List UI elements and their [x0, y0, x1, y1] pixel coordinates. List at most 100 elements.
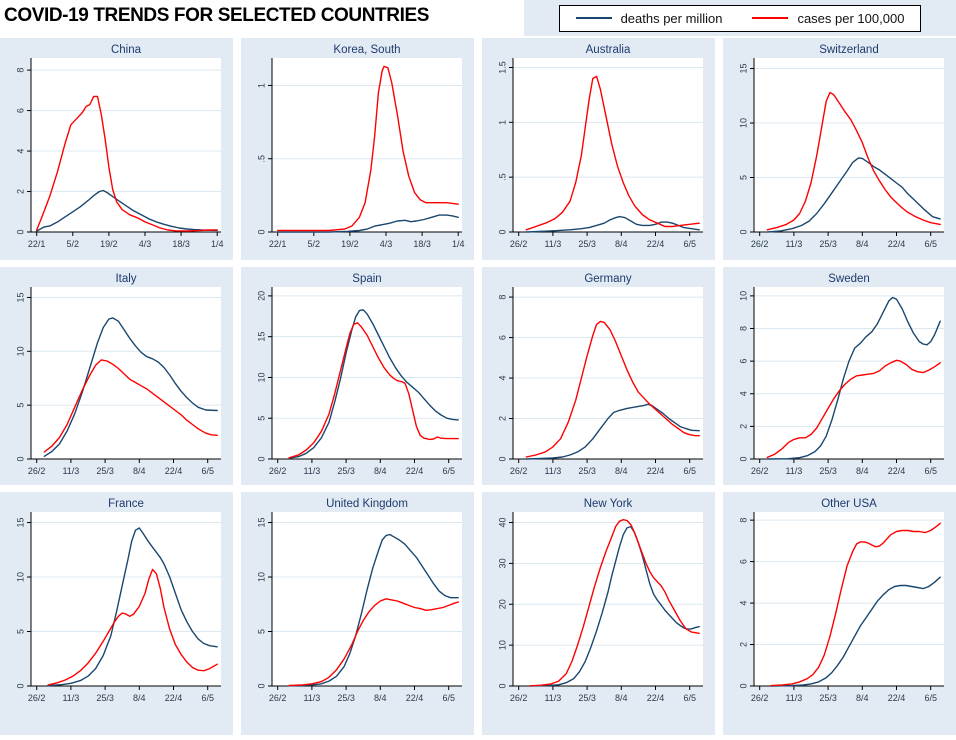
y-tick-label: 1	[497, 120, 507, 125]
x-tick-label: 25/3	[819, 466, 837, 476]
cases-line-sample-icon	[752, 17, 789, 19]
x-tick-label: 6/5	[442, 466, 455, 476]
chart-title: China	[111, 44, 142, 56]
deaths-line	[770, 576, 941, 687]
x-tick-label: 4/3	[139, 239, 152, 249]
x-tick-label: 22/4	[165, 466, 183, 476]
y-tick-label: .5	[497, 173, 507, 181]
chart-plot-other-usa: Other USA 0 2 4 6 8 26/2 11/3 25/3 8/4 22/4 6/5	[738, 498, 944, 703]
x-tick-label: 8/4	[615, 239, 628, 249]
y-tick-label: 10	[15, 572, 25, 582]
x-tick-label: 1/4	[211, 239, 224, 249]
y-tick-label: 15	[15, 292, 25, 302]
plot-area	[754, 512, 944, 686]
x-tick-label: 25/3	[578, 693, 596, 703]
y-tick-label: 10	[738, 291, 748, 301]
chart-plot-united-kingdom: United Kingdom 0 5 10 15 26/2 11/3 25/3 8/4 22/4 6…	[256, 498, 462, 703]
x-tick-label: 26/2	[510, 239, 528, 249]
legend-label-cases: cases per 100,000	[797, 10, 905, 26]
y-tick-label: 0	[256, 229, 266, 234]
x-tick-label: 11/3	[544, 466, 561, 476]
charts-grid: China 0 2 4 6 8 22/1 5/2 19/2 4/3 18/3 1/4 Korea, So…	[0, 38, 956, 735]
y-tick-label: 0	[256, 683, 266, 688]
x-tick-label: 22/4	[647, 466, 665, 476]
chart-plot-china: China 0 2 4 6 8 22/1 5/2 19/2 4/3 18/3 1/4	[15, 44, 224, 249]
chart-title: Germany	[584, 273, 632, 285]
y-tick-label: .5	[256, 155, 266, 163]
plot-area	[272, 512, 462, 686]
x-tick-label: 25/3	[337, 693, 355, 703]
plot-area	[513, 287, 703, 459]
y-tick-label: 6	[497, 335, 507, 340]
y-tick-label: 4	[15, 149, 25, 154]
cases-line	[529, 519, 700, 687]
y-tick-label: 8	[497, 295, 507, 300]
x-tick-label: 25/3	[337, 466, 355, 476]
x-tick-label: 11/3	[303, 466, 320, 476]
x-tick-label: 25/3	[96, 466, 114, 476]
y-tick-label: 0	[497, 229, 507, 234]
y-tick-label: 5	[256, 416, 266, 421]
x-tick-label: 22/1	[28, 239, 46, 249]
chart-title: Spain	[352, 273, 381, 285]
plot-area	[272, 287, 462, 459]
cases-line	[525, 320, 700, 458]
x-tick-label: 8/4	[374, 466, 387, 476]
x-tick-label: 22/4	[647, 693, 665, 703]
x-tick-label: 6/5	[924, 466, 937, 476]
x-tick-label: 4/3	[380, 239, 393, 249]
y-tick-label: 20	[256, 291, 266, 301]
chart-plot-switzerland: Switzerland 0 5 10 15 26/2 11/3 25/3 8/4 22/4 6/5	[738, 44, 944, 249]
chart-plot-korea-south: Korea, South 0 .5 1 22/1 5/2 19/2 4/3 18/3 1/4	[256, 44, 464, 249]
deaths-line	[766, 296, 941, 460]
x-tick-label: 8/4	[133, 693, 146, 703]
legend-label-deaths: deaths per million	[620, 10, 723, 26]
chart-title: Other USA	[821, 498, 877, 510]
y-tick-label: 10	[738, 118, 748, 128]
x-tick-label: 22/4	[406, 693, 424, 703]
deaths-line-sample-icon	[575, 17, 612, 19]
y-tick-label: 0	[15, 456, 25, 461]
y-tick-label: 15	[256, 518, 266, 528]
x-tick-label: 26/2	[751, 239, 769, 249]
x-tick-label: 25/3	[819, 693, 837, 703]
x-tick-label: 18/3	[413, 239, 431, 249]
y-tick-label: 15	[738, 64, 748, 74]
x-tick-label: 8/4	[615, 466, 628, 476]
chart-panel-united-kingdom: United Kingdom 0 5 10 15 26/2 11/3 25/3 8/4 22/4 6…	[241, 492, 474, 735]
deaths-line	[288, 309, 459, 459]
y-tick-label: 0	[738, 683, 748, 688]
cases-line	[766, 359, 941, 459]
chart-title: New York	[584, 498, 633, 510]
cases-line	[43, 359, 218, 453]
x-tick-label: 6/5	[442, 693, 455, 703]
cases-line	[288, 322, 459, 459]
y-tick-label: 0	[497, 683, 507, 688]
x-tick-label: 26/2	[510, 693, 528, 703]
x-tick-label: 26/2	[28, 693, 46, 703]
chart-panel-sweden: Sweden 0 2 4 6 8 10 26/2 11/3 25/3 8/4 22/4 6/5	[723, 267, 956, 485]
chart-title: United Kingdom	[326, 498, 408, 510]
chart-panel-spain: Spain 0 5 10 15 20 26/2 11/3 25/3 8/4 22/4 6/5	[241, 267, 474, 485]
y-tick-label: 0	[738, 229, 748, 234]
x-tick-label: 25/3	[578, 466, 596, 476]
y-tick-label: 4	[738, 601, 748, 606]
deaths-line	[288, 533, 459, 687]
header: COVID-19 TRENDS FOR SELECTED COUNTRIES d…	[0, 0, 956, 38]
chart-panel-other-usa: Other USA 0 2 4 6 8 26/2 11/3 25/3 8/4 22/4 6/5	[723, 492, 956, 735]
chart-plot-italy: Italy 0 5 10 15 26/2 11/3 25/3 8/4 22/4 6/5	[15, 273, 221, 476]
y-tick-label: 4	[497, 376, 507, 381]
deaths-line	[766, 157, 941, 233]
x-tick-label: 5/2	[67, 239, 80, 249]
y-tick-label: 10	[256, 372, 266, 382]
plot-area	[31, 58, 221, 232]
cases-line	[36, 95, 218, 232]
x-tick-label: 22/4	[647, 239, 665, 249]
cases-line	[525, 75, 700, 231]
y-tick-label: 0	[15, 683, 25, 688]
x-tick-label: 26/2	[28, 466, 46, 476]
chart-title: Sweden	[828, 273, 870, 285]
chart-title: Italy	[115, 273, 136, 285]
y-tick-label: 2	[497, 416, 507, 421]
x-tick-label: 22/4	[406, 466, 424, 476]
